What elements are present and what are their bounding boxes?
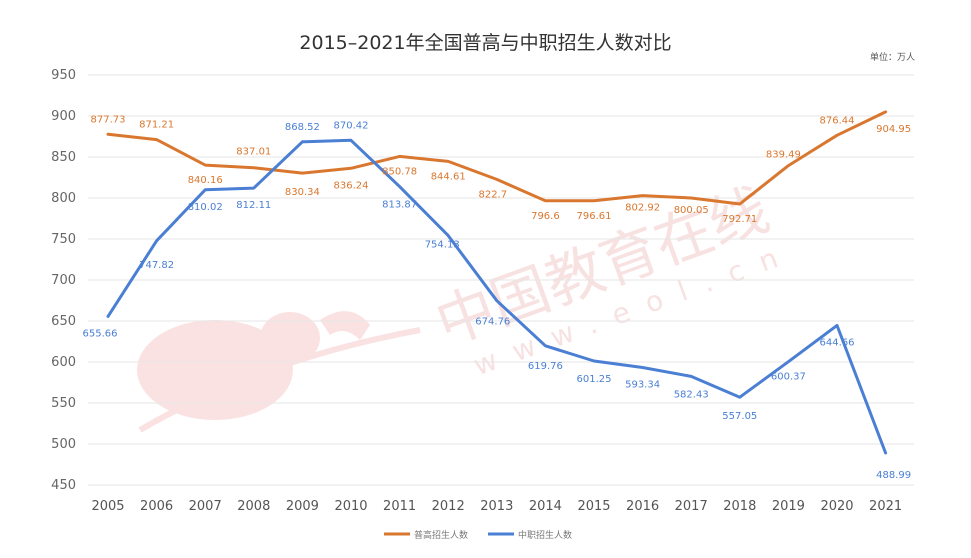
data-label: 619.76 bbox=[528, 361, 563, 372]
data-label: 840.16 bbox=[188, 175, 223, 186]
y-tick-label: 600 bbox=[51, 355, 76, 370]
data-label: 850.78 bbox=[382, 166, 417, 177]
data-labels: 877.73 871.21 840.16 837.01 830.34 836.24 850.… bbox=[83, 114, 912, 481]
series-line-2 bbox=[106, 138, 888, 455]
x-tick-label: 2005 bbox=[91, 499, 124, 514]
x-tick-label: 2021 bbox=[869, 499, 902, 514]
data-label: 644.66 bbox=[820, 337, 855, 348]
x-tick-label: 2010 bbox=[334, 499, 367, 514]
x-tick-label: 2008 bbox=[237, 499, 270, 514]
data-label: 674.76 bbox=[475, 317, 510, 328]
watermark-url-text: www.eol.cn bbox=[469, 235, 799, 382]
series-line-1 bbox=[106, 110, 888, 206]
y-tick-label: 650 bbox=[51, 314, 76, 329]
data-label: 802.92 bbox=[625, 203, 660, 214]
data-label: 868.52 bbox=[285, 122, 320, 133]
x-axis: 2005 2006 2007 2008 2009 2010 2011 2012 2013 2014… bbox=[91, 499, 902, 514]
data-label: 830.34 bbox=[285, 187, 320, 198]
data-label: 870.42 bbox=[334, 120, 369, 131]
x-tick-label: 2017 bbox=[675, 499, 708, 514]
data-label: 600.37 bbox=[771, 372, 806, 383]
data-label: 747.82 bbox=[139, 260, 174, 271]
data-label: 876.44 bbox=[820, 115, 855, 126]
y-tick-label: 900 bbox=[51, 109, 76, 124]
data-label: 796.6 bbox=[531, 211, 560, 222]
x-tick-label: 2018 bbox=[723, 499, 756, 514]
series-lines bbox=[106, 110, 888, 455]
data-label: 792.71 bbox=[722, 214, 757, 225]
x-tick-label: 2007 bbox=[189, 499, 222, 514]
y-tick-label: 950 bbox=[51, 68, 76, 83]
x-tick-label: 2009 bbox=[286, 499, 319, 514]
y-tick-label: 700 bbox=[51, 273, 76, 288]
data-label: 871.21 bbox=[139, 120, 174, 131]
data-label: 488.99 bbox=[876, 470, 911, 481]
data-label: 810.02 bbox=[188, 202, 223, 213]
legend-label: 普高招生人数 bbox=[414, 529, 468, 541]
data-label: 796.61 bbox=[577, 211, 612, 222]
x-tick-label: 2016 bbox=[626, 499, 659, 514]
y-tick-label: 800 bbox=[51, 191, 76, 206]
unit-label: 单位：万人 bbox=[869, 53, 915, 63]
data-label: 839.49 bbox=[766, 150, 801, 161]
y-tick-label: 850 bbox=[51, 150, 76, 165]
x-tick-label: 2013 bbox=[480, 499, 513, 514]
data-label: 754.13 bbox=[425, 240, 460, 251]
data-label: 601.25 bbox=[577, 374, 612, 385]
data-label: 904.95 bbox=[876, 124, 911, 135]
data-label: 813.87 bbox=[382, 200, 417, 211]
gridlines bbox=[88, 74, 914, 486]
legend-label: 中职招生人数 bbox=[518, 529, 572, 541]
x-tick-label: 2015 bbox=[577, 499, 610, 514]
y-tick-label: 450 bbox=[51, 478, 76, 493]
x-tick-label: 2019 bbox=[772, 499, 805, 514]
x-tick-label: 2012 bbox=[432, 499, 465, 514]
x-tick-label: 2014 bbox=[529, 499, 562, 514]
data-label: 557.05 bbox=[722, 411, 757, 422]
data-label: 837.01 bbox=[236, 147, 271, 158]
data-label: 800.05 bbox=[674, 205, 709, 216]
data-label: 844.61 bbox=[431, 171, 466, 182]
data-label: 836.24 bbox=[334, 180, 369, 191]
x-tick-label: 2006 bbox=[140, 499, 173, 514]
data-label: 655.66 bbox=[83, 328, 118, 339]
y-tick-label: 500 bbox=[51, 437, 76, 452]
chart-title: 2015–2021年全国普高与中职招生人数对比 bbox=[299, 32, 672, 54]
y-tick-label: 750 bbox=[51, 232, 76, 247]
eol-logo bbox=[137, 311, 421, 433]
data-label: 877.73 bbox=[91, 114, 126, 125]
y-axis: 450 500 550 600 650 700 750 800 850 900 950 bbox=[51, 68, 76, 493]
y-tick-label: 550 bbox=[51, 396, 76, 411]
data-label: 582.43 bbox=[674, 389, 709, 400]
x-tick-label: 2011 bbox=[383, 499, 416, 514]
legend: 普高招生人数 中职招生人数 bbox=[384, 529, 572, 541]
data-label: 822.7 bbox=[478, 189, 507, 200]
data-label: 593.34 bbox=[625, 379, 660, 390]
data-label: 812.11 bbox=[236, 200, 271, 211]
x-tick-label: 2020 bbox=[820, 499, 853, 514]
